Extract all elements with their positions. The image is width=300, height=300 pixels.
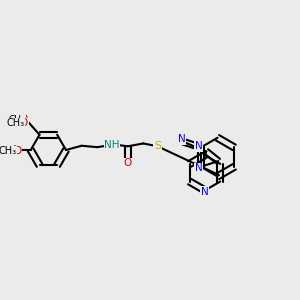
Text: O: O [20,114,28,124]
Text: CH₃: CH₃ [0,146,16,156]
Text: CH₃: CH₃ [8,115,25,124]
Text: N: N [195,163,203,173]
Text: CH₃: CH₃ [0,146,14,154]
Text: N: N [178,134,186,145]
Text: S: S [154,141,161,151]
Text: CH₃: CH₃ [6,118,24,128]
Text: N: N [201,187,209,197]
Text: N: N [195,141,203,151]
Text: O: O [10,145,18,155]
Text: NH: NH [104,140,120,150]
Text: O: O [20,118,28,128]
Text: O: O [13,146,21,156]
Text: O: O [124,158,132,168]
